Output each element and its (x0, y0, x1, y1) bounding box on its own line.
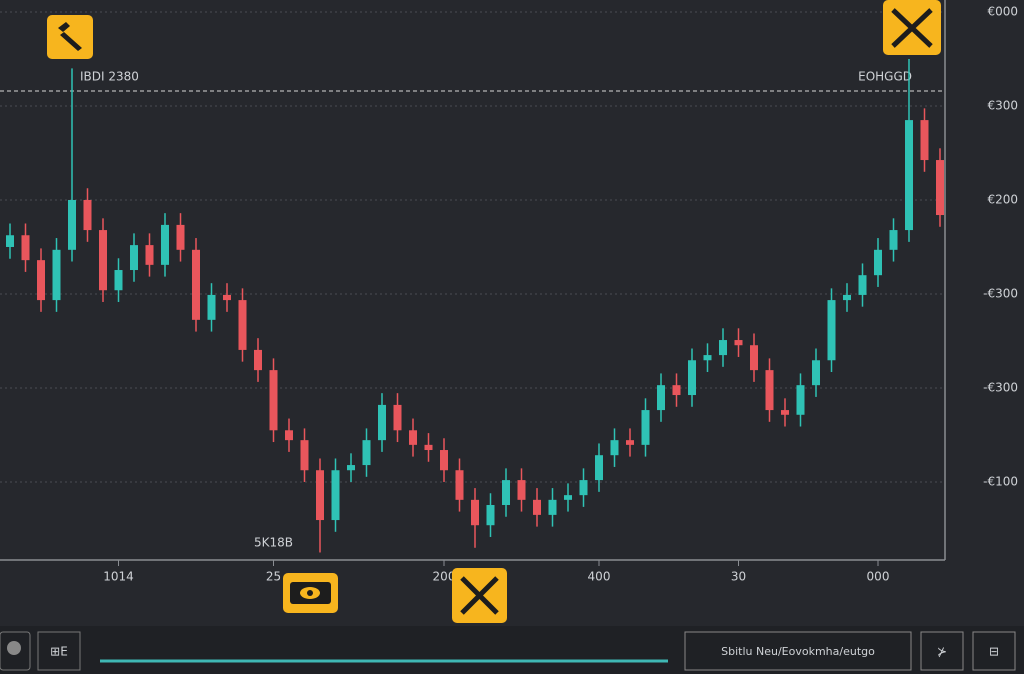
candle-body (641, 410, 650, 445)
x-tick-label: 200 (433, 570, 456, 584)
candle-body (827, 300, 836, 361)
toolbar (0, 626, 1024, 674)
candle-body (362, 440, 371, 466)
candle-body (781, 410, 789, 415)
candle-body (254, 349, 262, 371)
x-tick-label: 25 (266, 570, 281, 584)
candle-body (455, 470, 464, 500)
candle-body (223, 294, 231, 301)
plot-area: €000 €300 €200 -€300 -€300 -€100 1014 25 200 400 3… (0, 5, 1018, 584)
candle-body (130, 245, 138, 271)
candle-body (719, 340, 727, 356)
candle-body (409, 430, 417, 445)
candle-body (905, 120, 913, 231)
candle-body (347, 465, 355, 471)
candle-body (564, 495, 572, 500)
left-button-label: ⊞E (50, 645, 68, 659)
candle-body (595, 455, 603, 481)
candle-body (331, 470, 340, 521)
candle-body (68, 199, 76, 250)
annotation: 5K18B (254, 536, 293, 550)
money-icon[interactable] (283, 573, 338, 613)
candle-body (161, 224, 169, 265)
candle-body (393, 404, 402, 431)
candle-body (99, 230, 107, 291)
candle-body (424, 444, 433, 451)
level-label: EOHGGD (858, 69, 912, 83)
right-button-1[interactable] (920, 631, 964, 671)
candle-body (765, 370, 774, 411)
candle-body (920, 120, 929, 161)
candle-body (610, 440, 619, 456)
close-icon[interactable] (883, 0, 941, 55)
x-tick-label: 000 (867, 570, 890, 584)
y-tick-label: -€100 (983, 474, 1018, 488)
candle-body (145, 245, 154, 265)
candle-body (548, 499, 557, 515)
swords-icon[interactable] (452, 568, 507, 623)
x-tick-label: 400 (588, 570, 611, 584)
x-tick-label: 1014 (103, 570, 134, 584)
right-button-2-label: ⊟ (989, 645, 999, 659)
candle-body (796, 385, 805, 415)
candle-body (657, 385, 665, 411)
search-text: Sbitlu Neu/Eovokmha/eutgo (721, 645, 875, 658)
left-button[interactable] (37, 631, 81, 671)
candle-body (936, 160, 944, 216)
right-button-1-label: ⊁ (937, 645, 947, 659)
candle-body (533, 499, 541, 515)
candle-body (688, 360, 696, 396)
candle-body (579, 480, 588, 496)
candle-body (378, 404, 386, 441)
candle-body (83, 199, 92, 231)
candle-body (440, 450, 448, 471)
candle-body (52, 249, 61, 301)
right-button-2[interactable] (972, 631, 1016, 671)
candle-body (626, 440, 634, 445)
search-box[interactable] (684, 631, 912, 671)
candle-body (750, 345, 758, 371)
candle-body (192, 249, 200, 320)
candle-body (6, 235, 14, 247)
candle-body (889, 230, 898, 250)
candle-body (703, 355, 712, 361)
y-tick-label: -€300 (983, 286, 1018, 300)
candle-body (21, 235, 30, 261)
pick-icon[interactable] (47, 15, 93, 59)
candle-body (874, 249, 882, 276)
y-tick-label: €000 (987, 5, 1018, 19)
y-tick-label: -€300 (983, 380, 1018, 394)
candle-body (114, 270, 123, 291)
candle-body (734, 340, 743, 346)
candle-body (37, 260, 45, 301)
y-tick-label: €200 (987, 192, 1018, 206)
candle-body (207, 294, 216, 320)
level-label: IBDI 2380 (80, 69, 139, 83)
avatar-button[interactable] (0, 631, 31, 671)
candle-body (843, 294, 851, 301)
candle-body (812, 360, 820, 386)
candle-body (300, 440, 309, 471)
candle-body (471, 499, 479, 526)
candle-body (269, 370, 278, 431)
candle-body (176, 224, 185, 250)
candle-body (316, 470, 324, 521)
candle-body (486, 505, 495, 526)
candle-body (517, 480, 526, 500)
candle-body (502, 480, 510, 506)
candle-body (285, 430, 293, 441)
candle-body (238, 300, 247, 350)
candle-body (858, 275, 867, 295)
x-tick-label: 30 (731, 570, 746, 584)
candle-body (672, 385, 681, 396)
y-tick-label: €300 (987, 98, 1018, 112)
